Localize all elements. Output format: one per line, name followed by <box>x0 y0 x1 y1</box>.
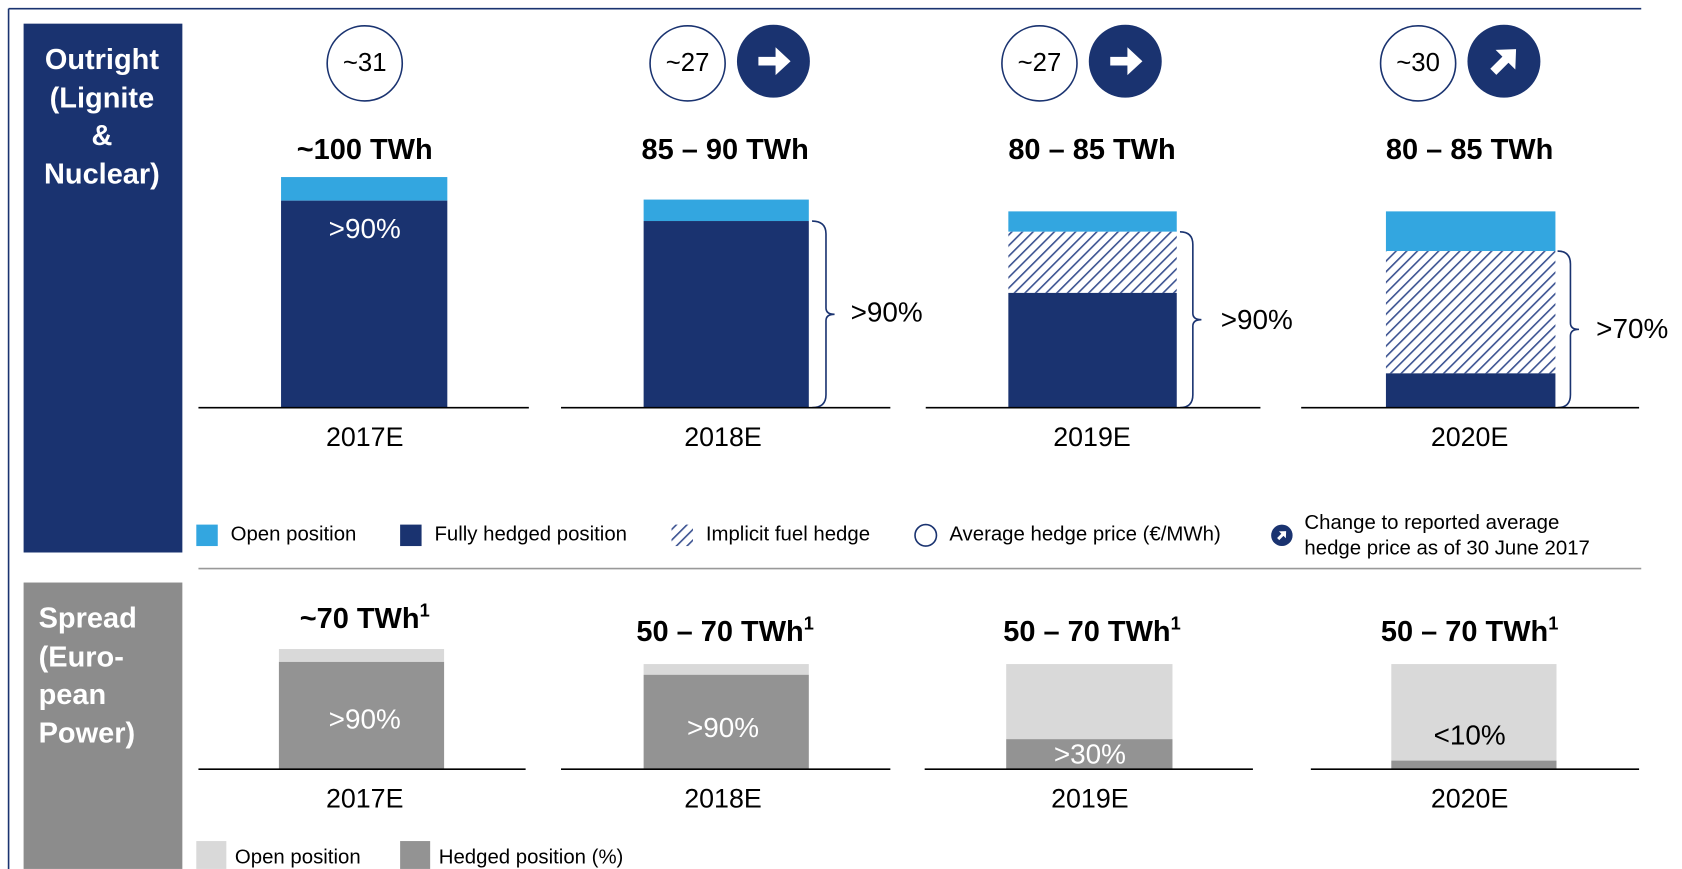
year: 2017E <box>326 422 404 452</box>
section-label: Nuclear) <box>44 159 160 191</box>
legend-label: Fully hedged position <box>434 524 627 546</box>
hedge-label: >90% <box>1221 304 1293 335</box>
year: 2018E <box>684 783 762 813</box>
braces <box>812 220 1580 409</box>
volume: 80 – 85 TWh <box>1008 134 1175 166</box>
price: ~31 <box>343 49 387 77</box>
year: 2019E <box>1053 422 1131 452</box>
hedge-label: >90% <box>329 213 401 244</box>
price-circles <box>326 24 1457 102</box>
section-label: Outright <box>45 44 160 76</box>
bars <box>278 649 1557 770</box>
year: 2020E <box>1431 422 1509 452</box>
section-label: (Lignite <box>50 82 155 114</box>
section-label: Power) <box>39 718 136 750</box>
price: ~30 <box>1396 49 1440 77</box>
legend-label: hedge price as of 30 June 2017 <box>1304 538 1589 560</box>
volume: 50 – 70 TWh1 <box>1381 612 1558 647</box>
legend-label: Open position <box>235 847 361 869</box>
volume: 80 – 85 TWh <box>1386 134 1553 166</box>
legend-label: Hedged position (%) <box>439 847 624 869</box>
legend-label: Change to reported average <box>1304 512 1559 534</box>
section-box <box>23 23 183 553</box>
hedge-label: >70% <box>1596 313 1668 344</box>
legend-swatches <box>196 841 431 869</box>
volume: 85 – 90 TWh <box>641 134 808 166</box>
hedge-label: <10% <box>1434 719 1506 750</box>
section-label: (Euro- <box>39 641 124 673</box>
hedge-label: >90% <box>851 297 923 328</box>
change-arrows <box>736 24 1541 98</box>
volume: 50 – 70 TWh1 <box>1003 612 1180 647</box>
legend-swatches <box>196 523 1293 547</box>
year: 2018E <box>684 422 762 452</box>
legend-label: Implicit fuel hedge <box>706 524 870 546</box>
legend-label: Average hedge price (€/MWh) <box>949 524 1220 546</box>
section-label: & <box>91 120 112 152</box>
volume: ~70 TWh1 <box>300 599 430 634</box>
legend-label: Open position <box>231 524 357 546</box>
year: 2017E <box>326 783 404 813</box>
year: 2020E <box>1431 783 1509 813</box>
section-label: Spread <box>39 603 137 635</box>
volume: ~100 TWh <box>297 134 433 166</box>
year: 2019E <box>1051 783 1129 813</box>
hedge-label: >30% <box>1054 739 1126 770</box>
bars <box>281 177 1556 408</box>
price: ~27 <box>1018 49 1062 77</box>
volume: 50 – 70 TWh1 <box>636 612 813 647</box>
price: ~27 <box>666 49 710 77</box>
hedge-label: >90% <box>329 703 401 734</box>
hedge-label: >90% <box>687 712 759 743</box>
section-label: pean <box>39 679 107 711</box>
section-box <box>23 582 183 869</box>
